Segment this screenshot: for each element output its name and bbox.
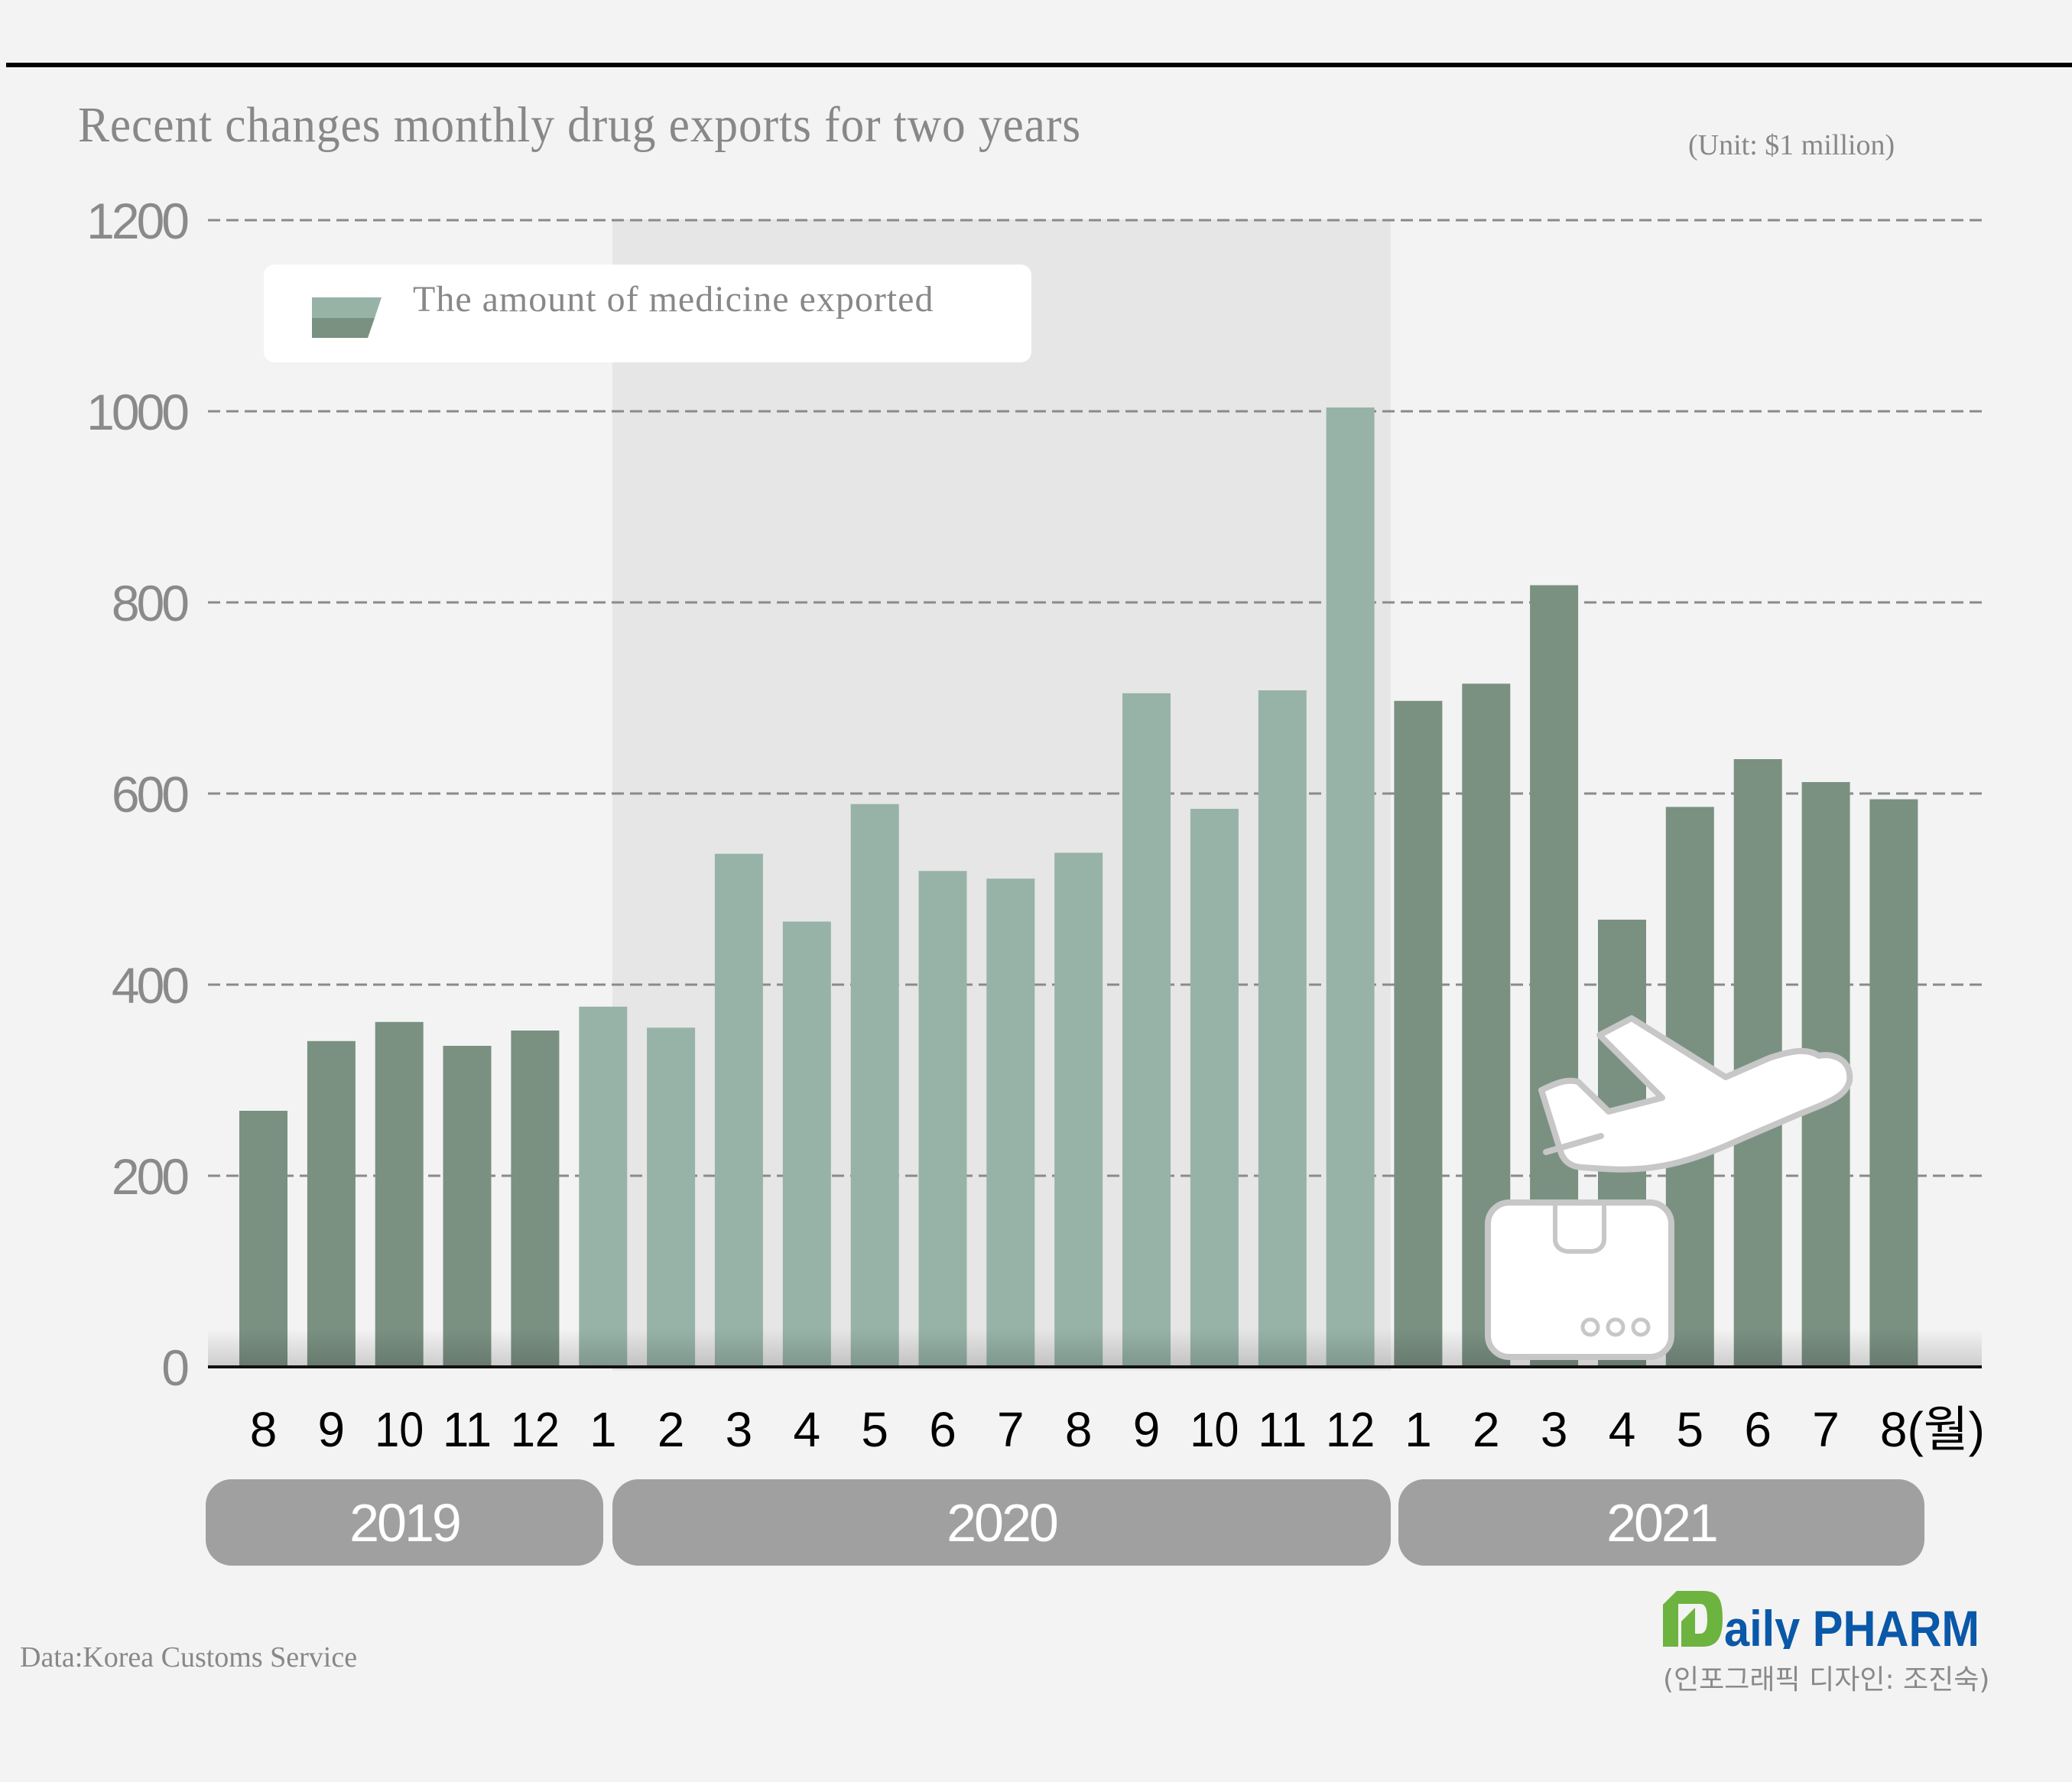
- year-pill-2019: 2019: [206, 1479, 603, 1566]
- x-tick-label: 1: [589, 1402, 617, 1457]
- x-tick-label: 11: [443, 1402, 492, 1457]
- legend-label: The amount of medicine exported: [413, 279, 934, 320]
- legend-swatch-icon: [312, 297, 382, 338]
- bar-2020-2: [647, 1027, 696, 1368]
- x-tick-label: 9: [318, 1402, 346, 1457]
- bar-2020-10: [1190, 809, 1239, 1367]
- y-tick-label: 600: [112, 766, 188, 823]
- year-pill-label: 2019: [349, 1492, 462, 1553]
- unit-note: (Unit: $1 million): [1688, 129, 1895, 161]
- bar-2019-9: [307, 1040, 356, 1368]
- bars: [239, 407, 1918, 1368]
- x-tick-label: 2: [658, 1402, 685, 1457]
- infographic-credit: (인포그래픽 디자인: 조진숙): [1663, 1664, 1990, 1696]
- x-tick-label: 6: [929, 1402, 956, 1457]
- x-tick-label: 5: [861, 1402, 888, 1457]
- logo-wordmark: aily PHARM: [1724, 1600, 1979, 1649]
- x-tick-label: 8(월): [1880, 1402, 1985, 1457]
- bar-2020-3: [714, 853, 763, 1368]
- bar-2020-5: [850, 803, 899, 1368]
- y-axis-labels: 0 200 400 600 800 1000 1200: [86, 193, 191, 1396]
- x-tick-label: 2: [1473, 1402, 1500, 1457]
- daily-pharm-logo: aily PHARM: [1663, 1591, 1979, 1649]
- bar-2020-11: [1258, 690, 1307, 1367]
- y-tick-label: 400: [112, 957, 188, 1014]
- legend: The amount of medicine exported: [264, 265, 1031, 362]
- x-tick-label: 8: [250, 1402, 278, 1457]
- x-tick-label: 7: [997, 1402, 1025, 1457]
- airplane-icon: [1538, 1015, 1853, 1173]
- x-axis-labels: 8 9 10 11 12 1 2 3 4 5 6 7 8 9 10 11 12 1 2 3 4 5 6 7 8(월): [250, 1402, 1985, 1457]
- chart-title: Recent changes monthly drug exports for …: [78, 97, 1082, 153]
- bar-2020-8: [1054, 852, 1103, 1367]
- bar-2020-4: [782, 921, 831, 1367]
- y-tick-label: 1000: [86, 384, 188, 440]
- bar-2019-10: [375, 1021, 424, 1368]
- year-pill-label: 2021: [1606, 1492, 1719, 1553]
- x-tick-label: 10: [1190, 1402, 1239, 1457]
- bar-2020-9: [1122, 693, 1171, 1368]
- y-tick-label: 0: [161, 1339, 188, 1396]
- x-tick-label: 10: [375, 1402, 424, 1457]
- floor-shadow: [208, 1329, 1982, 1367]
- y-tick-label: 200: [112, 1148, 188, 1205]
- x-tick-label: 4: [1609, 1402, 1636, 1457]
- top-rule: [6, 63, 2072, 67]
- year-pill-2021: 2021: [1398, 1479, 1924, 1566]
- y-tick-label: 800: [112, 575, 188, 631]
- y-tick-label: 1200: [86, 193, 188, 249]
- x-tick-label: 12: [511, 1402, 560, 1457]
- bar-2019-12: [511, 1031, 560, 1367]
- x-tick-label: 6: [1744, 1402, 1772, 1457]
- logo-d-mark: [1663, 1591, 1723, 1647]
- x-tick-label: 9: [1133, 1402, 1161, 1457]
- x-tick-label: 3: [726, 1402, 753, 1457]
- x-tick-label: 4: [794, 1402, 821, 1457]
- x-tick-label: 5: [1677, 1402, 1704, 1457]
- bar-2021-8: [1869, 799, 1918, 1367]
- bar-2020-12: [1326, 407, 1375, 1367]
- x-tick-label: 12: [1326, 1402, 1375, 1457]
- x-tick-label: 8: [1065, 1402, 1093, 1457]
- x-tick-label: 3: [1541, 1402, 1568, 1457]
- data-source: Data:Korea Customs Service: [20, 1641, 358, 1673]
- x-tick-label: 11: [1258, 1402, 1307, 1457]
- year-pill-label: 2020: [947, 1492, 1059, 1553]
- bar-2020-7: [986, 878, 1035, 1368]
- bar-2020-1: [579, 1006, 628, 1368]
- year-pill-2020: 2020: [612, 1479, 1391, 1566]
- bar-2020-6: [918, 871, 967, 1368]
- x-tick-label: 1: [1405, 1402, 1432, 1457]
- package-box-icon: [1485, 1199, 1674, 1360]
- bar-2019-11: [443, 1046, 492, 1367]
- bar-2021-1: [1394, 700, 1443, 1368]
- bar-2019-8: [239, 1111, 287, 1367]
- x-tick-label: 7: [1812, 1402, 1840, 1457]
